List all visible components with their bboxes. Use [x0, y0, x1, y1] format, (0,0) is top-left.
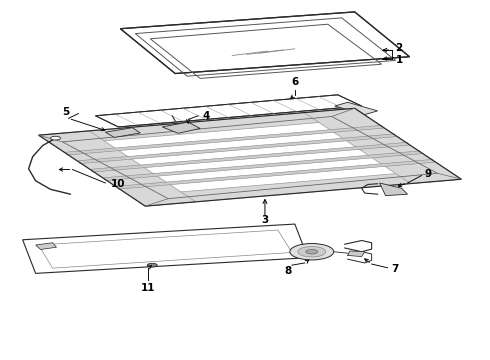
Text: 10: 10: [110, 180, 125, 189]
Polygon shape: [36, 243, 56, 249]
Polygon shape: [66, 125, 383, 155]
Polygon shape: [91, 143, 409, 172]
Polygon shape: [96, 95, 362, 127]
Text: 4: 4: [202, 111, 210, 121]
Text: 9: 9: [424, 170, 432, 179]
Text: 3: 3: [261, 215, 269, 225]
Polygon shape: [162, 122, 200, 133]
Circle shape: [298, 247, 326, 257]
Text: 8: 8: [284, 266, 292, 276]
Polygon shape: [23, 224, 308, 273]
Circle shape: [306, 249, 318, 254]
Polygon shape: [335, 102, 378, 114]
Polygon shape: [304, 108, 462, 184]
Text: 7: 7: [392, 264, 399, 274]
Text: 1: 1: [395, 55, 403, 65]
Polygon shape: [348, 251, 365, 257]
Text: 2: 2: [395, 43, 403, 53]
Circle shape: [290, 243, 334, 260]
Text: 11: 11: [141, 283, 155, 293]
Text: 5: 5: [62, 107, 69, 117]
Polygon shape: [105, 128, 140, 138]
Polygon shape: [78, 134, 396, 163]
Circle shape: [147, 263, 157, 267]
Polygon shape: [39, 108, 369, 145]
Text: 6: 6: [291, 77, 298, 87]
Polygon shape: [39, 131, 196, 206]
Circle shape: [50, 136, 61, 140]
Polygon shape: [104, 151, 422, 181]
Polygon shape: [117, 159, 435, 189]
Polygon shape: [130, 169, 462, 206]
Polygon shape: [39, 108, 462, 206]
Polygon shape: [380, 183, 408, 196]
Polygon shape: [121, 12, 410, 73]
